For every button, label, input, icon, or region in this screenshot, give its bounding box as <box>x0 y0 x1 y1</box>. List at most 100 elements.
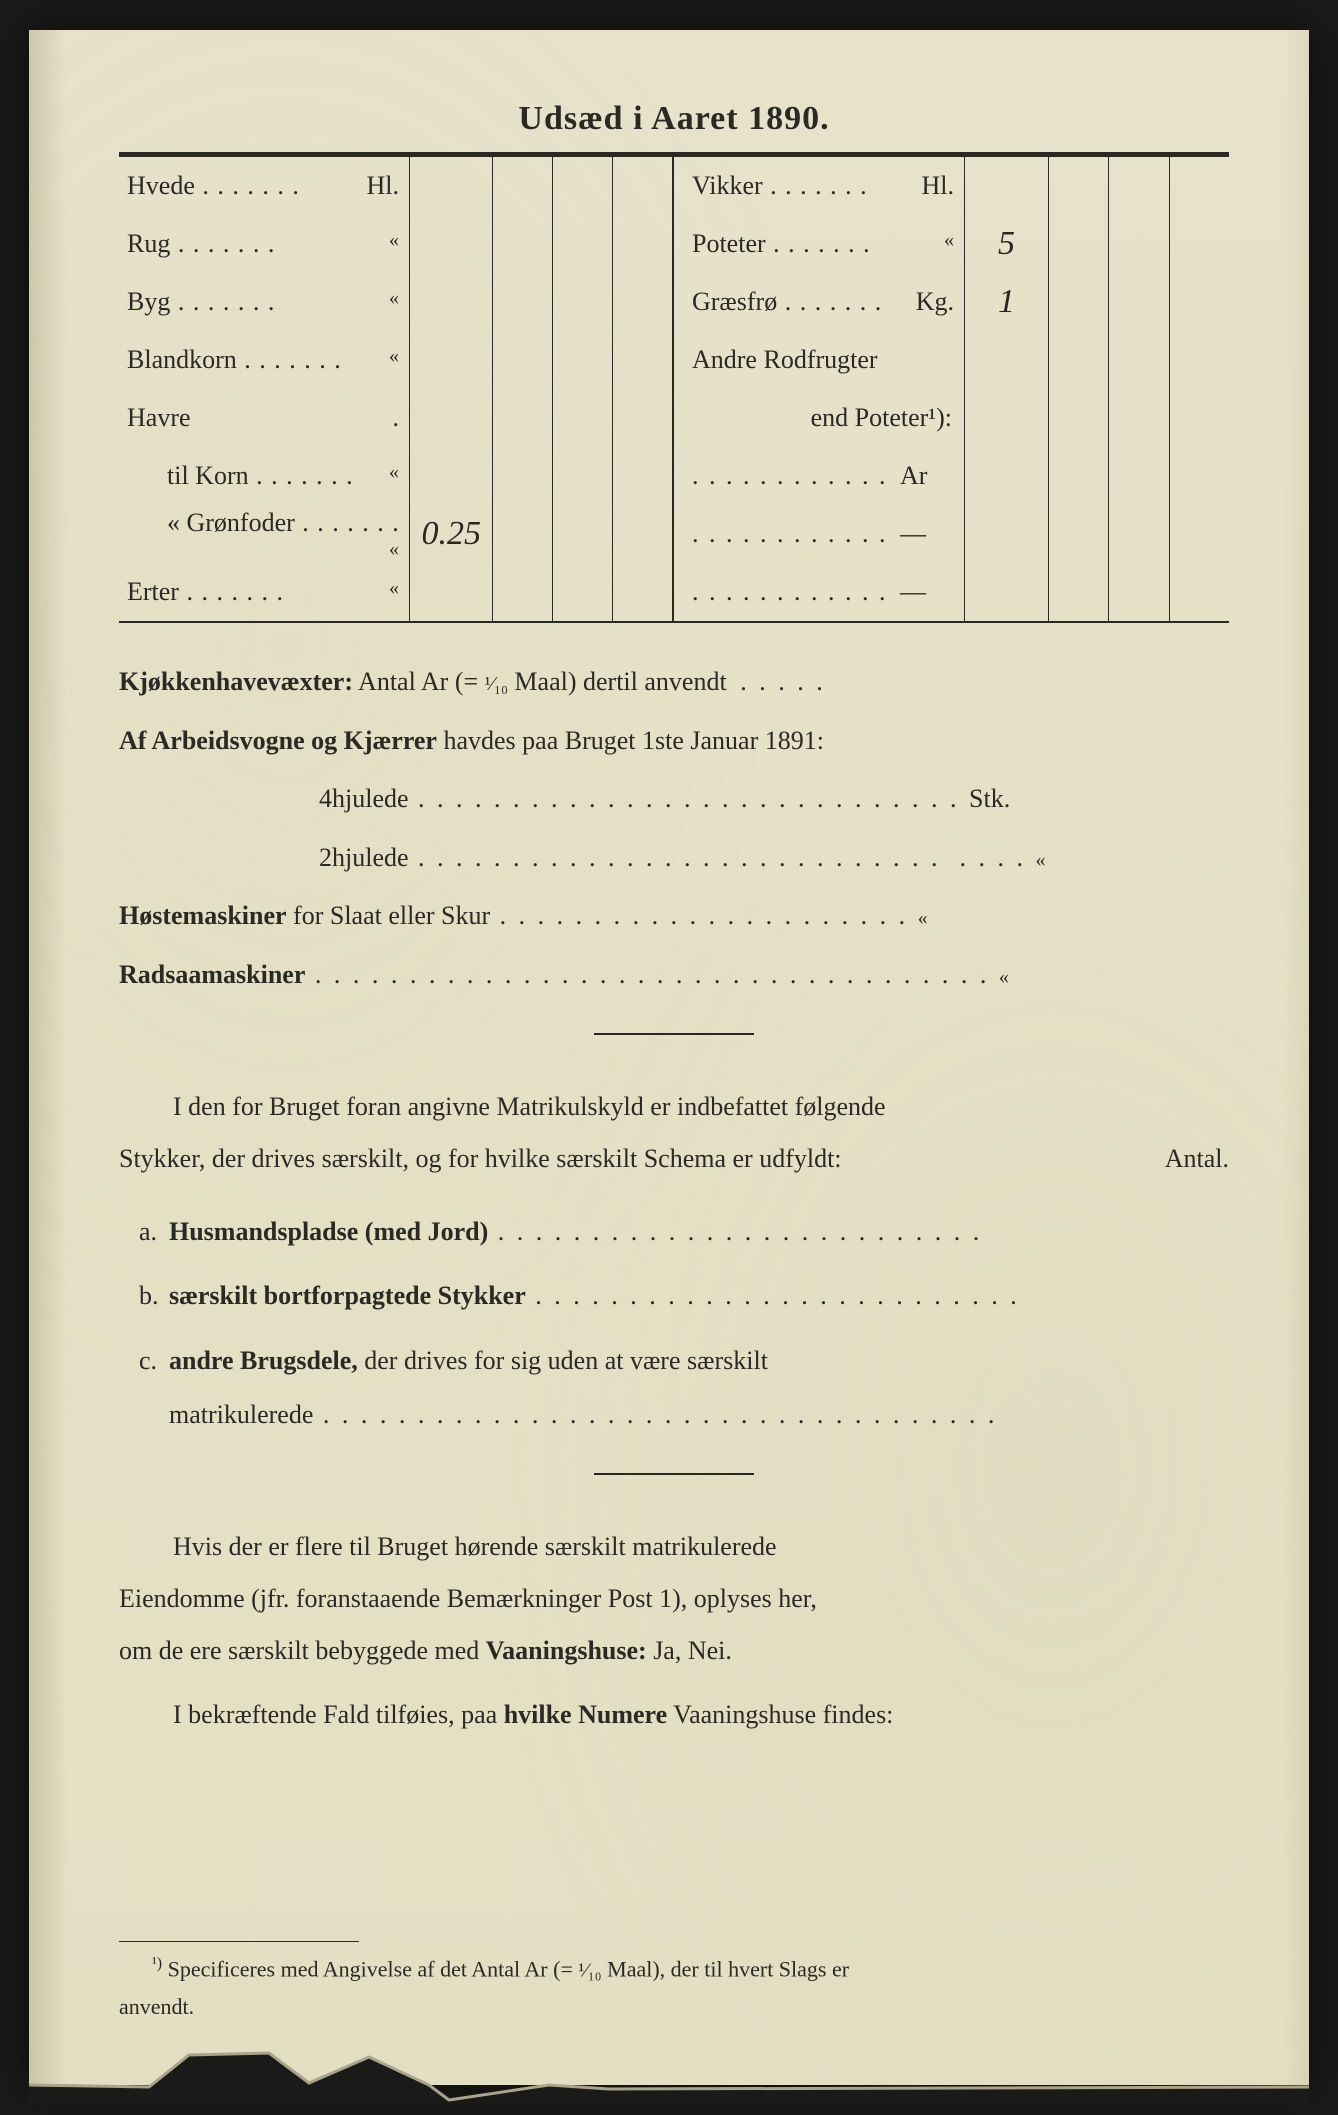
row-cells <box>409 157 672 215</box>
table-cell <box>552 331 612 389</box>
table-cell <box>492 447 552 505</box>
row-cells <box>964 157 1229 215</box>
table-cell <box>552 273 612 331</box>
row-label: Hvede . . . . . . .Hl. <box>119 171 409 201</box>
list-item: b.særskilt bortforpagtede Stykker . . . … <box>119 1269 1229 1324</box>
table-cell <box>492 505 552 563</box>
table-cell <box>492 331 552 389</box>
antal-header: Antal. <box>1165 1133 1229 1185</box>
table-cell: 5 <box>964 215 1048 273</box>
section-divider-2 <box>594 1473 754 1475</box>
table-row: til Korn . . . . . . .« <box>119 447 672 505</box>
radsaamaskiner-line: Radsaamaskiner . . . . . . . . . . . . .… <box>119 948 1229 1003</box>
list-text: særskilt bortforpagtede Stykker . . . . … <box>169 1269 1229 1324</box>
table-cell <box>552 215 612 273</box>
table-cell <box>1108 215 1168 273</box>
table-cell <box>612 215 672 273</box>
table-cell <box>1169 563 1229 621</box>
row-label: . . . . . . . . . . . . — <box>674 519 964 549</box>
row-label: . . . . . . . . . . . . Ar <box>674 461 964 491</box>
table-cell <box>409 447 492 505</box>
row-cells: 5 <box>964 215 1229 273</box>
questions-section: Kjøkkenhavevæxter: Antal Ar (= ¹⁄₁₀ Maal… <box>119 655 1229 1003</box>
table-cell: 0.25 <box>409 505 492 563</box>
footnote-rule <box>119 1941 359 1942</box>
row-label: « Grønfoder . . . . . . .« <box>119 508 409 561</box>
table-cell <box>612 505 672 563</box>
table-cell <box>1048 215 1108 273</box>
list-item: a.Husmandspladse (med Jord) . . . . . . … <box>119 1205 1229 1260</box>
seed-table-left: Hvede . . . . . . .Hl. Rug . . . . . . .«… <box>119 157 674 621</box>
table-cell <box>409 215 492 273</box>
list-text: Husmandspladse (med Jord) . . . . . . . … <box>169 1205 1229 1260</box>
row-label: Blandkorn . . . . . . .« <box>119 345 409 375</box>
matrikulskyld-para: I den for Bruget foran angivne Matrikuls… <box>119 1081 1229 1185</box>
table-row: Rug . . . . . . .« <box>119 215 672 273</box>
table-cell <box>1108 389 1168 447</box>
table-cell <box>1048 505 1108 563</box>
row-cells <box>409 563 672 621</box>
vaaningshuse-block: Hvis der er flere til Bruget hørende sær… <box>119 1521 1229 1741</box>
table-cell <box>492 157 552 215</box>
row-label: til Korn . . . . . . .« <box>119 461 409 491</box>
table-cell <box>409 389 492 447</box>
footnote: ¹) Specificeres med Angivelse af det Ant… <box>119 1950 1229 2025</box>
table-cell <box>1048 273 1108 331</box>
table-cell <box>492 563 552 621</box>
row-label: Rug . . . . . . .« <box>119 229 409 259</box>
table-row: Vikker . . . . . . .Hl. <box>674 157 1229 215</box>
row-cells <box>964 389 1229 447</box>
list-text: andre Brugsdele, der drives for sig uden… <box>169 1334 1229 1443</box>
table-cell <box>552 505 612 563</box>
table-cell <box>492 273 552 331</box>
table-cell <box>964 331 1048 389</box>
seed-table: Hvede . . . . . . .Hl. Rug . . . . . . .«… <box>119 152 1229 623</box>
table-row: . . . . . . . . . . . . — <box>674 563 1229 621</box>
row-label: Poteter . . . . . . .« <box>674 229 964 259</box>
table-cell <box>964 563 1048 621</box>
table-cell <box>1048 563 1108 621</box>
row-cells <box>964 447 1229 505</box>
table-row: . . . . . . . . . . . . Ar <box>674 447 1229 505</box>
section-divider <box>594 1033 754 1035</box>
row-cells <box>964 331 1229 389</box>
row-cells <box>409 389 672 447</box>
row-cells <box>964 505 1229 563</box>
row-cells <box>409 215 672 273</box>
table-row: Hvede . . . . . . .Hl. <box>119 157 672 215</box>
row-cells <box>409 331 672 389</box>
table-cell <box>964 505 1048 563</box>
row-label: Havre. <box>119 403 409 433</box>
table-cell <box>964 389 1048 447</box>
stykker-list: a.Husmandspladse (med Jord) . . . . . . … <box>119 1205 1229 1443</box>
table-cell <box>409 331 492 389</box>
table-cell <box>1048 389 1108 447</box>
table-cell <box>1048 447 1108 505</box>
row-cells <box>964 563 1229 621</box>
kjokken-line: Kjøkkenhavevæxter: Antal Ar (= ¹⁄₁₀ Maal… <box>119 655 1229 710</box>
table-cell <box>1169 389 1229 447</box>
table-cell <box>612 331 672 389</box>
table-cell <box>1169 447 1229 505</box>
two-wheel-line: 2hjulede . . . . . . . . . . . . . . . .… <box>119 831 1229 886</box>
row-label: Andre Rodfrugter <box>674 345 964 375</box>
four-wheel-line: 4hjulede . . . . . . . . . . . . . . . .… <box>119 772 1229 827</box>
table-cell <box>552 157 612 215</box>
numere-para: I bekræftende Fald tilføies, paa hvilke … <box>119 1689 1229 1741</box>
table-row: Poteter . . . . . . .«5 <box>674 215 1229 273</box>
table-cell <box>409 157 492 215</box>
table-cell <box>612 563 672 621</box>
table-cell <box>1108 273 1168 331</box>
list-letter: c. <box>119 1334 169 1443</box>
table-cell <box>1108 563 1168 621</box>
table-row: . . . . . . . . . . . . — <box>674 505 1229 563</box>
row-cells <box>409 273 672 331</box>
row-cells: 1 <box>964 273 1229 331</box>
table-cell <box>612 273 672 331</box>
table-row: « Grønfoder . . . . . . .«0.25 <box>119 505 672 563</box>
table-cell <box>409 273 492 331</box>
row-label: end Poteter¹): <box>674 403 964 433</box>
row-cells <box>409 447 672 505</box>
table-row: Erter . . . . . . .« <box>119 563 672 621</box>
list-letter: a. <box>119 1205 169 1260</box>
